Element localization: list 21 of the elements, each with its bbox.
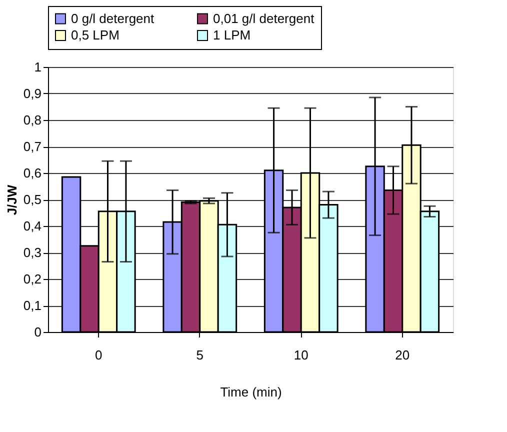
legend-label: 0 g/l detergent	[71, 10, 155, 26]
x-tick-label: 0	[95, 348, 102, 362]
y-tick-label: 0,3	[23, 245, 42, 260]
y-tick-label: 0,2	[23, 272, 42, 286]
y-tick-label: 0,9	[23, 86, 42, 101]
y-tick-label: 0,7	[23, 139, 42, 154]
y-tick-label: 1	[34, 60, 42, 74]
legend-label: 0,01 g/l detergent	[213, 10, 315, 26]
y-tick-label: 0	[34, 324, 42, 340]
legend-label: 1 LPM	[213, 28, 251, 42]
y-tick-label: 0,6	[23, 166, 42, 180]
x-axis-title: Time (min)	[220, 384, 282, 400]
y-tick-label: 0,8	[23, 112, 42, 128]
x-tick-label: 5	[196, 348, 204, 362]
y-tick-label: 0,4	[23, 218, 42, 234]
legend-label: 0,5 LPM	[71, 28, 120, 42]
y-tick-label: 0,1	[23, 298, 42, 313]
y-tick-label: 0,5	[23, 192, 42, 207]
x-tick-label: 10	[294, 348, 308, 362]
x-tick-label: 20	[395, 348, 410, 362]
y-axis-title: J/JW	[4, 184, 20, 216]
